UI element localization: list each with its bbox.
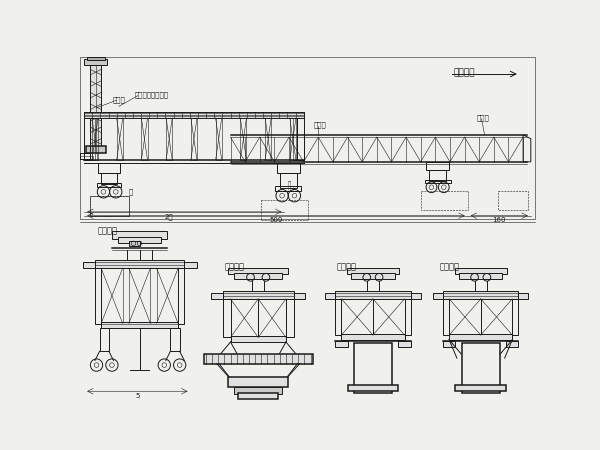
Bar bbox=[429, 170, 446, 181]
Text: 过墩断面: 过墩断面 bbox=[224, 262, 244, 271]
Bar bbox=[95, 261, 184, 268]
Bar bbox=[499, 191, 528, 210]
Polygon shape bbox=[506, 341, 518, 346]
Bar bbox=[352, 273, 395, 279]
Bar bbox=[238, 393, 278, 399]
Bar bbox=[347, 268, 399, 274]
Bar bbox=[84, 112, 304, 118]
Bar bbox=[293, 118, 298, 160]
Bar bbox=[100, 328, 109, 351]
Bar bbox=[91, 197, 129, 216]
Bar bbox=[116, 118, 123, 160]
Text: 5: 5 bbox=[135, 393, 140, 399]
Polygon shape bbox=[443, 341, 455, 346]
Bar bbox=[84, 118, 91, 160]
Bar bbox=[98, 163, 119, 173]
Bar bbox=[129, 241, 140, 246]
Bar bbox=[280, 173, 297, 188]
Bar bbox=[426, 162, 449, 170]
Bar bbox=[230, 336, 286, 342]
Bar bbox=[80, 57, 535, 219]
Bar bbox=[228, 268, 288, 274]
Bar bbox=[459, 273, 502, 279]
Text: 施工方向: 施工方向 bbox=[454, 68, 475, 77]
Text: 160: 160 bbox=[493, 217, 506, 223]
Polygon shape bbox=[211, 292, 223, 299]
Polygon shape bbox=[325, 292, 335, 299]
Bar bbox=[265, 118, 271, 160]
Text: 端横梁: 端横梁 bbox=[477, 114, 490, 121]
Text: 端断面部: 端断面部 bbox=[440, 262, 460, 271]
Text: 500: 500 bbox=[269, 217, 283, 223]
Bar bbox=[166, 118, 172, 160]
Bar bbox=[92, 118, 98, 160]
Bar bbox=[421, 191, 467, 210]
Text: 支腿: 支腿 bbox=[288, 186, 295, 192]
Bar bbox=[298, 118, 304, 160]
Bar bbox=[91, 62, 101, 150]
Bar bbox=[170, 328, 179, 351]
Polygon shape bbox=[433, 292, 443, 299]
Bar bbox=[118, 237, 161, 243]
Polygon shape bbox=[293, 292, 305, 299]
Bar bbox=[290, 118, 296, 160]
Bar bbox=[80, 156, 94, 159]
Bar bbox=[223, 291, 293, 299]
Bar bbox=[241, 118, 247, 160]
Text: 中跨断面: 中跨断面 bbox=[337, 262, 357, 271]
Bar bbox=[425, 180, 451, 183]
Bar bbox=[191, 118, 197, 160]
Bar bbox=[91, 118, 95, 160]
Bar bbox=[277, 163, 300, 173]
Bar bbox=[235, 387, 282, 394]
Bar bbox=[97, 183, 121, 187]
Bar bbox=[235, 273, 282, 279]
Text: 2孔: 2孔 bbox=[164, 213, 173, 220]
Bar bbox=[455, 385, 506, 391]
Text: 前锚块: 前锚块 bbox=[113, 96, 125, 103]
Bar bbox=[335, 291, 410, 299]
Bar bbox=[443, 291, 518, 299]
Bar bbox=[112, 231, 167, 239]
Bar bbox=[275, 186, 301, 191]
Polygon shape bbox=[398, 341, 410, 346]
Bar bbox=[347, 385, 398, 391]
Bar bbox=[341, 333, 404, 340]
Bar bbox=[203, 354, 313, 364]
Bar bbox=[86, 146, 106, 153]
Bar bbox=[228, 378, 288, 387]
Bar bbox=[262, 200, 308, 220]
Text: 前: 前 bbox=[288, 182, 292, 187]
Bar bbox=[91, 197, 129, 216]
Text: 后锚块及横移装置: 后锚块及横移装置 bbox=[134, 91, 168, 98]
Polygon shape bbox=[83, 262, 95, 268]
Text: 横梁板: 横梁板 bbox=[314, 122, 326, 128]
Bar bbox=[86, 57, 105, 60]
Bar bbox=[461, 343, 500, 393]
Bar bbox=[455, 268, 507, 274]
Bar bbox=[101, 322, 178, 328]
Text: 铺轨断面: 铺轨断面 bbox=[98, 226, 118, 235]
Bar bbox=[354, 343, 392, 393]
Bar bbox=[101, 173, 116, 184]
Polygon shape bbox=[518, 292, 529, 299]
Text: 墩: 墩 bbox=[129, 189, 133, 195]
Polygon shape bbox=[410, 292, 421, 299]
Bar bbox=[215, 118, 222, 160]
Bar bbox=[84, 58, 107, 65]
Bar bbox=[449, 333, 512, 340]
Bar bbox=[142, 118, 148, 160]
Bar bbox=[80, 153, 91, 159]
Polygon shape bbox=[184, 262, 197, 268]
Polygon shape bbox=[335, 341, 347, 346]
